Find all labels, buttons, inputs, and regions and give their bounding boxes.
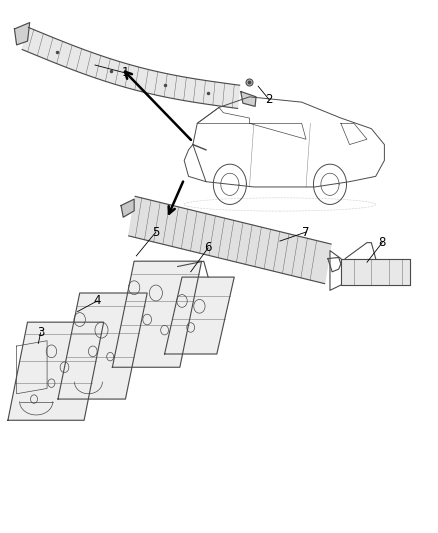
Polygon shape — [113, 261, 201, 367]
Polygon shape — [22, 28, 240, 108]
Polygon shape — [8, 322, 104, 420]
Polygon shape — [341, 259, 410, 285]
Polygon shape — [121, 199, 134, 217]
Text: 6: 6 — [205, 241, 212, 254]
Text: 2: 2 — [265, 93, 273, 106]
Polygon shape — [129, 196, 331, 284]
Text: 5: 5 — [152, 225, 159, 239]
Polygon shape — [14, 22, 30, 45]
Text: 4: 4 — [93, 294, 101, 308]
Text: 8: 8 — [378, 236, 386, 249]
Text: 3: 3 — [37, 326, 44, 340]
Polygon shape — [165, 277, 234, 354]
Polygon shape — [58, 293, 147, 399]
Polygon shape — [241, 92, 256, 107]
Text: 7: 7 — [302, 225, 310, 239]
Text: 1: 1 — [122, 67, 129, 79]
